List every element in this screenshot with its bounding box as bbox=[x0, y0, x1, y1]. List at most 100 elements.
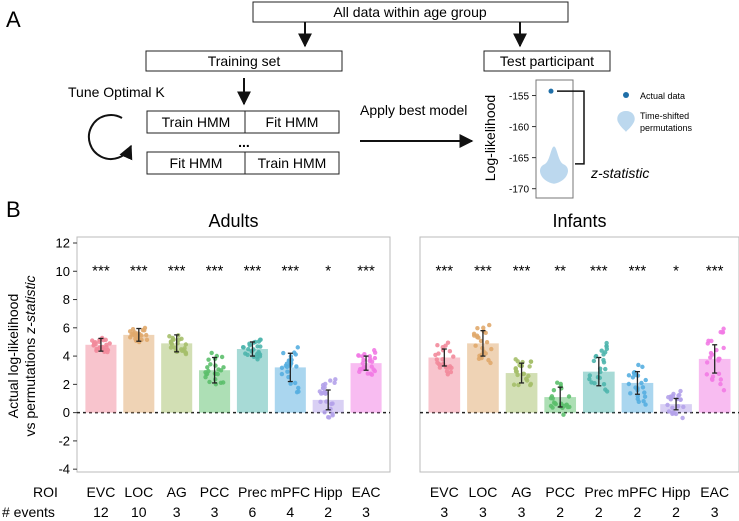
roi-label: Prec bbox=[584, 484, 613, 500]
permutation-violin bbox=[539, 146, 569, 184]
data-point bbox=[641, 398, 646, 404]
data-point bbox=[257, 354, 263, 359]
data-point bbox=[323, 390, 328, 395]
data-point bbox=[630, 375, 636, 380]
data-point bbox=[168, 339, 174, 345]
events-count: 3 bbox=[173, 504, 181, 520]
events-count: 2 bbox=[595, 504, 603, 520]
roi-label: Hipp bbox=[314, 484, 343, 500]
data-point bbox=[144, 332, 149, 338]
ylabel-z: z-statistic bbox=[22, 275, 38, 334]
data-point bbox=[636, 362, 641, 368]
data-point bbox=[258, 337, 263, 342]
data-point bbox=[104, 344, 109, 350]
data-point bbox=[471, 331, 477, 336]
data-point bbox=[132, 330, 138, 335]
data-point bbox=[246, 346, 251, 352]
data-point bbox=[626, 373, 632, 378]
data-point bbox=[101, 338, 106, 343]
training-box-label: Training set bbox=[208, 53, 281, 69]
data-point bbox=[714, 347, 719, 353]
data-point bbox=[330, 401, 335, 406]
data-point bbox=[717, 356, 722, 361]
data-point bbox=[241, 345, 246, 350]
data-point bbox=[475, 325, 480, 331]
significance-mark: *** bbox=[436, 262, 454, 279]
chart-frame bbox=[76, 236, 391, 473]
data-point bbox=[678, 388, 683, 394]
data-point bbox=[445, 340, 451, 345]
data-point bbox=[443, 343, 448, 348]
data-point bbox=[708, 350, 714, 356]
inset-ytick-label: -165 bbox=[509, 154, 529, 165]
data-point bbox=[172, 345, 177, 350]
legend-perm-label-2: permutations bbox=[640, 123, 693, 133]
data-point bbox=[369, 359, 375, 364]
data-point bbox=[604, 389, 610, 394]
data-point bbox=[473, 343, 478, 348]
data-point bbox=[369, 364, 374, 369]
data-point bbox=[371, 348, 377, 353]
data-point bbox=[642, 390, 647, 395]
data-point bbox=[356, 353, 361, 358]
data-point bbox=[665, 402, 670, 408]
data-point bbox=[671, 410, 676, 416]
data-point bbox=[255, 344, 260, 349]
data-point bbox=[209, 350, 214, 356]
grid-cell-fit-1-label: Fit HMM bbox=[266, 114, 319, 130]
data-point bbox=[515, 372, 520, 378]
ytick-label: 4 bbox=[63, 349, 70, 364]
roi-label: EVC bbox=[430, 484, 459, 500]
data-point bbox=[328, 378, 333, 383]
bar-evc bbox=[85, 344, 117, 413]
significance-mark: * bbox=[673, 262, 679, 279]
data-point bbox=[279, 365, 285, 370]
data-point bbox=[365, 371, 370, 376]
significance-mark: *** bbox=[282, 262, 300, 279]
data-point bbox=[488, 360, 493, 366]
significance-mark: *** bbox=[130, 262, 148, 279]
data-point bbox=[721, 388, 727, 393]
data-point bbox=[296, 385, 301, 391]
data-point bbox=[247, 342, 253, 348]
data-point bbox=[167, 334, 172, 339]
events-row-label: # events bbox=[2, 504, 55, 520]
legend-permutation-marker bbox=[617, 111, 635, 132]
data-point bbox=[601, 382, 607, 387]
data-point bbox=[489, 346, 494, 352]
z-statistic-label: z-statistic bbox=[590, 165, 649, 181]
data-point bbox=[320, 382, 326, 388]
inset-ytick-label: -155 bbox=[509, 92, 529, 103]
data-point bbox=[603, 366, 608, 372]
ytick-label: 2 bbox=[63, 377, 70, 392]
data-point bbox=[94, 346, 99, 352]
events-count: 3 bbox=[211, 504, 219, 520]
events-count: 6 bbox=[249, 504, 257, 520]
grid-cell-train-2 bbox=[244, 151, 340, 175]
data-point bbox=[550, 396, 555, 401]
significance-mark: ** bbox=[554, 262, 566, 279]
roi-label: mPFC bbox=[618, 484, 658, 500]
roi-label: AG bbox=[511, 484, 531, 500]
events-count: 2 bbox=[634, 504, 642, 520]
data-point bbox=[170, 335, 175, 341]
data-point bbox=[219, 354, 225, 360]
bar-prec bbox=[236, 349, 268, 413]
data-point bbox=[284, 361, 290, 366]
roi-row-label: ROI bbox=[33, 484, 58, 500]
data-point bbox=[484, 339, 490, 345]
data-point bbox=[207, 379, 212, 385]
chart-adults: Adults -4 -2 0 2 4 6 8 10 12 *** EVC 12 *** LOC 10 *** AG… bbox=[56, 211, 391, 520]
data-point bbox=[643, 377, 648, 383]
data-point bbox=[640, 364, 645, 370]
significance-mark: *** bbox=[513, 262, 531, 279]
data-point bbox=[436, 351, 441, 356]
data-point bbox=[361, 364, 366, 370]
data-point bbox=[142, 325, 148, 331]
events-count: 3 bbox=[362, 504, 370, 520]
ylabel-line-2: vs permutations z-statistic bbox=[22, 275, 38, 436]
data-point bbox=[704, 360, 710, 365]
data-point bbox=[643, 402, 648, 407]
data-point bbox=[93, 339, 98, 345]
